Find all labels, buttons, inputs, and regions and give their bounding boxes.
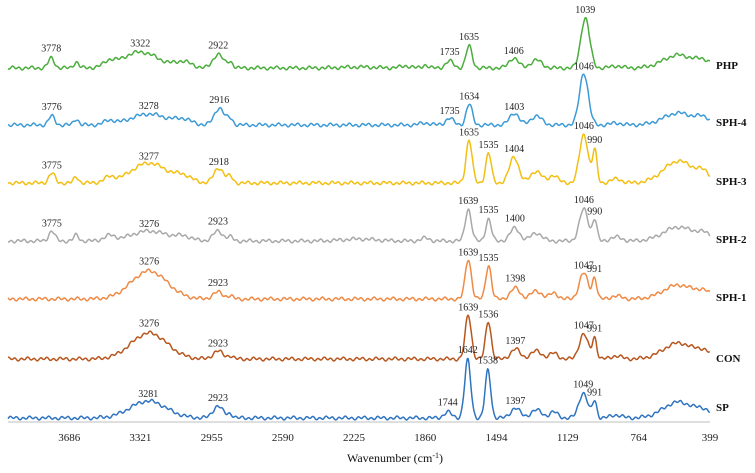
peak-label: 1538 [478,356,498,367]
peak-label: 3775 [42,161,62,172]
x-tick-label: 1494 [486,432,509,444]
peak-label: 1046 [574,195,594,206]
peak-label: 3276 [139,319,159,330]
x-tick-labels: 3686 3321 2955 2590 2225 1860 1494 1129 764 399 [58,432,719,444]
peak-label: 1039 [575,5,595,16]
x-tick-label: 399 [702,432,719,444]
peak-label: 1639 [458,247,478,258]
peak-label: 1735 [440,106,460,117]
series-label-sph-4: SPH-4 [716,117,747,129]
series-label-sph-2: SPH-2 [716,234,747,246]
peak-label: 1535 [479,253,499,264]
series-line-sph-2 [8,207,711,244]
peak-label: 991 [587,264,602,275]
series-label-sph-3: SPH-3 [716,176,747,188]
x-tick-label: 3321 [129,432,151,444]
peak-label: 1047 [574,260,594,271]
peak-label: 3276 [139,256,159,267]
x-axis-title-exp: -1 [432,451,439,460]
peak-label: 990 [587,135,602,146]
x-tick-label: 2590 [272,432,295,444]
peak-label: 3322 [130,39,150,50]
peak-label: 1046 [574,121,594,132]
peak-label: 1639 [458,302,478,313]
x-axis-title: Wavenumber (cm-1) [347,451,443,466]
peak-label: 991 [587,388,602,399]
peak-label: 1535 [479,205,499,216]
series-label-php: PHP [716,60,738,72]
peak-label: 3278 [139,101,159,112]
series-label-sph-1: SPH-1 [716,292,747,304]
peak-label: 2918 [209,157,229,168]
peak-label: 991 [587,323,602,334]
series-line-sph-1 [7,259,711,302]
peak-label: 1046 [574,61,594,72]
peak-label: 1536 [478,310,498,321]
peak-label: 2922 [208,40,228,51]
peak-label: 1634 [459,92,479,103]
series-line-sph-4 [7,73,711,128]
peak-label: 2916 [209,95,229,106]
peak-label: 3281 [138,389,158,400]
series-line-php [7,16,711,71]
peak-label: 2923 [208,339,228,350]
peak-label: 3776 [42,102,62,113]
peak-label: 1639 [458,196,478,207]
peak-label: 3778 [41,43,61,54]
series-line-con [7,314,711,362]
peak-label: 1398 [505,273,525,284]
peak-label: 1635 [459,32,479,43]
series-line-sph-3 [7,133,711,186]
peak-label: 1735 [440,47,460,58]
peak-labels: 3778 3322 2922 1735 1635 1406 1039 3776 3278 2916… [41,5,602,409]
peak-label: 1400 [505,214,525,225]
x-tick-label: 2955 [201,432,224,444]
series-line-sp [7,357,711,421]
peak-label: 1404 [504,144,524,155]
peak-label: 1403 [504,102,524,113]
peak-label: 1047 [574,321,594,332]
series-labels: PHP SPH-4 SPH-3 SPH-2 SPH-1 CON SP [716,60,747,414]
series-label-sp: SP [716,402,729,414]
peak-label: 3277 [139,152,159,163]
x-tick-label: 3686 [58,432,81,444]
peak-label: 1535 [479,140,499,151]
peak-label: 990 [587,207,602,218]
peak-label: 2923 [208,278,228,289]
x-axis-title-close: ) [439,451,443,465]
x-tick-label: 764 [631,432,648,444]
peak-label: 1397 [505,336,525,347]
peak-label: 2923 [208,393,228,404]
x-axis-title-unit: (cm [414,451,433,465]
x-axis: 3686 3321 2955 2590 2225 1860 1494 1129 764 399 [8,421,719,444]
peak-label: 1406 [504,46,524,57]
x-tick-label: 2225 [343,432,366,444]
peak-label: 1049 [573,380,593,391]
x-axis-title-main: Wavenumber [347,451,411,465]
spectra-traces [7,16,711,421]
peak-label: 1635 [459,127,479,138]
peak-label: 2923 [208,217,228,228]
peak-label: 1744 [438,398,458,409]
peak-label: 3276 [139,219,159,230]
peak-label: 1642 [458,345,478,356]
x-tick-label: 1129 [557,432,579,444]
x-tick-label: 1860 [414,432,437,444]
peak-label: 1397 [505,396,525,407]
series-label-con: CON [716,353,741,365]
peak-label: 3775 [42,218,62,229]
